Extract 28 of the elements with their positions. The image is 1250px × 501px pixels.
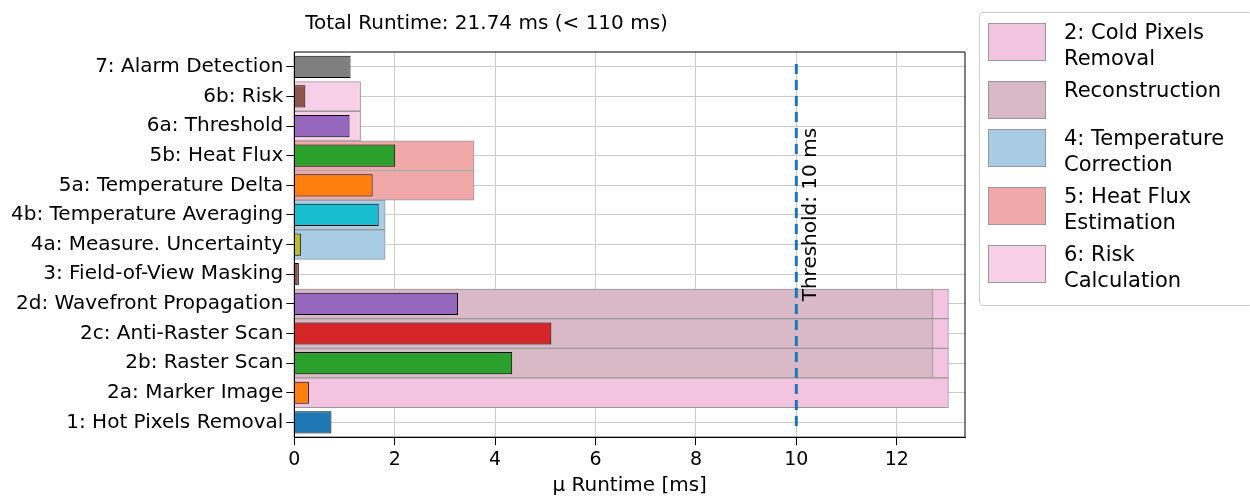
x-tick-label: 12 (884, 446, 909, 469)
y-tick-label: 5b: Heat Flux (149, 141, 284, 166)
y-tick-label: 6b: Risk (203, 82, 284, 107)
legend-label: 2: Cold Pixels Removal (1064, 19, 1205, 71)
y-tick-label: 4b: Temperature Averaging (10, 201, 284, 226)
x-tick-label: 0 (288, 446, 301, 469)
y-tick-label: 6a: Threshold (146, 112, 284, 137)
x-tick-label: 2 (388, 446, 401, 469)
x-tick-label: 6 (589, 446, 602, 469)
y-tick-label: 5a: Temperature Delta (58, 171, 284, 196)
legend-label: 4: Temperature Correction (1064, 125, 1226, 177)
y-tick-label: 2d: Wavefront Propagation (16, 290, 284, 315)
legend-label: 6: Risk Calculation (1064, 241, 1183, 293)
y-tick-label: 3: Field-of-View Masking (43, 260, 284, 285)
x-tick-label: 4 (489, 446, 502, 469)
y-tick-label: 2c: Anti-Raster Scan (80, 319, 284, 344)
y-tick-label: 7: Alarm Detection (95, 53, 284, 78)
ref-line-label: Threshold: 10 ms (796, 127, 821, 303)
y-tick-label: 2b: Raster Scan (125, 349, 284, 374)
chart-title: Total Runtime: 21.74 ms (< 110 ms) (304, 10, 668, 35)
legend-label: 5: Heat Flux Estimation (1064, 183, 1193, 235)
x-tick-label: 10 (784, 446, 809, 469)
legend-label: Reconstruction (1064, 77, 1223, 103)
x-tick-label: 8 (689, 446, 702, 469)
y-tick-label: 2a: Marker Image (107, 378, 284, 403)
y-tick-label: 1: Hot Pixels Removal (66, 408, 284, 433)
x-axis-title: μ Runtime [ms] (552, 472, 707, 497)
y-tick-label: 4a: Measure. Uncertainty (30, 230, 284, 255)
